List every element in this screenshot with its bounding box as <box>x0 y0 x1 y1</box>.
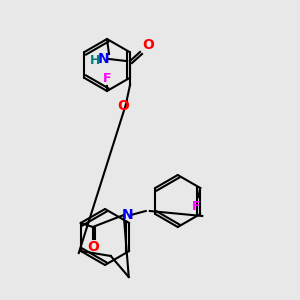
Text: H: H <box>90 53 100 67</box>
Text: O: O <box>142 38 154 52</box>
Text: F: F <box>192 200 200 212</box>
Text: O: O <box>117 99 129 113</box>
Text: N: N <box>122 208 134 222</box>
Text: F: F <box>103 73 111 85</box>
Text: O: O <box>87 240 99 254</box>
Text: N: N <box>98 52 110 66</box>
